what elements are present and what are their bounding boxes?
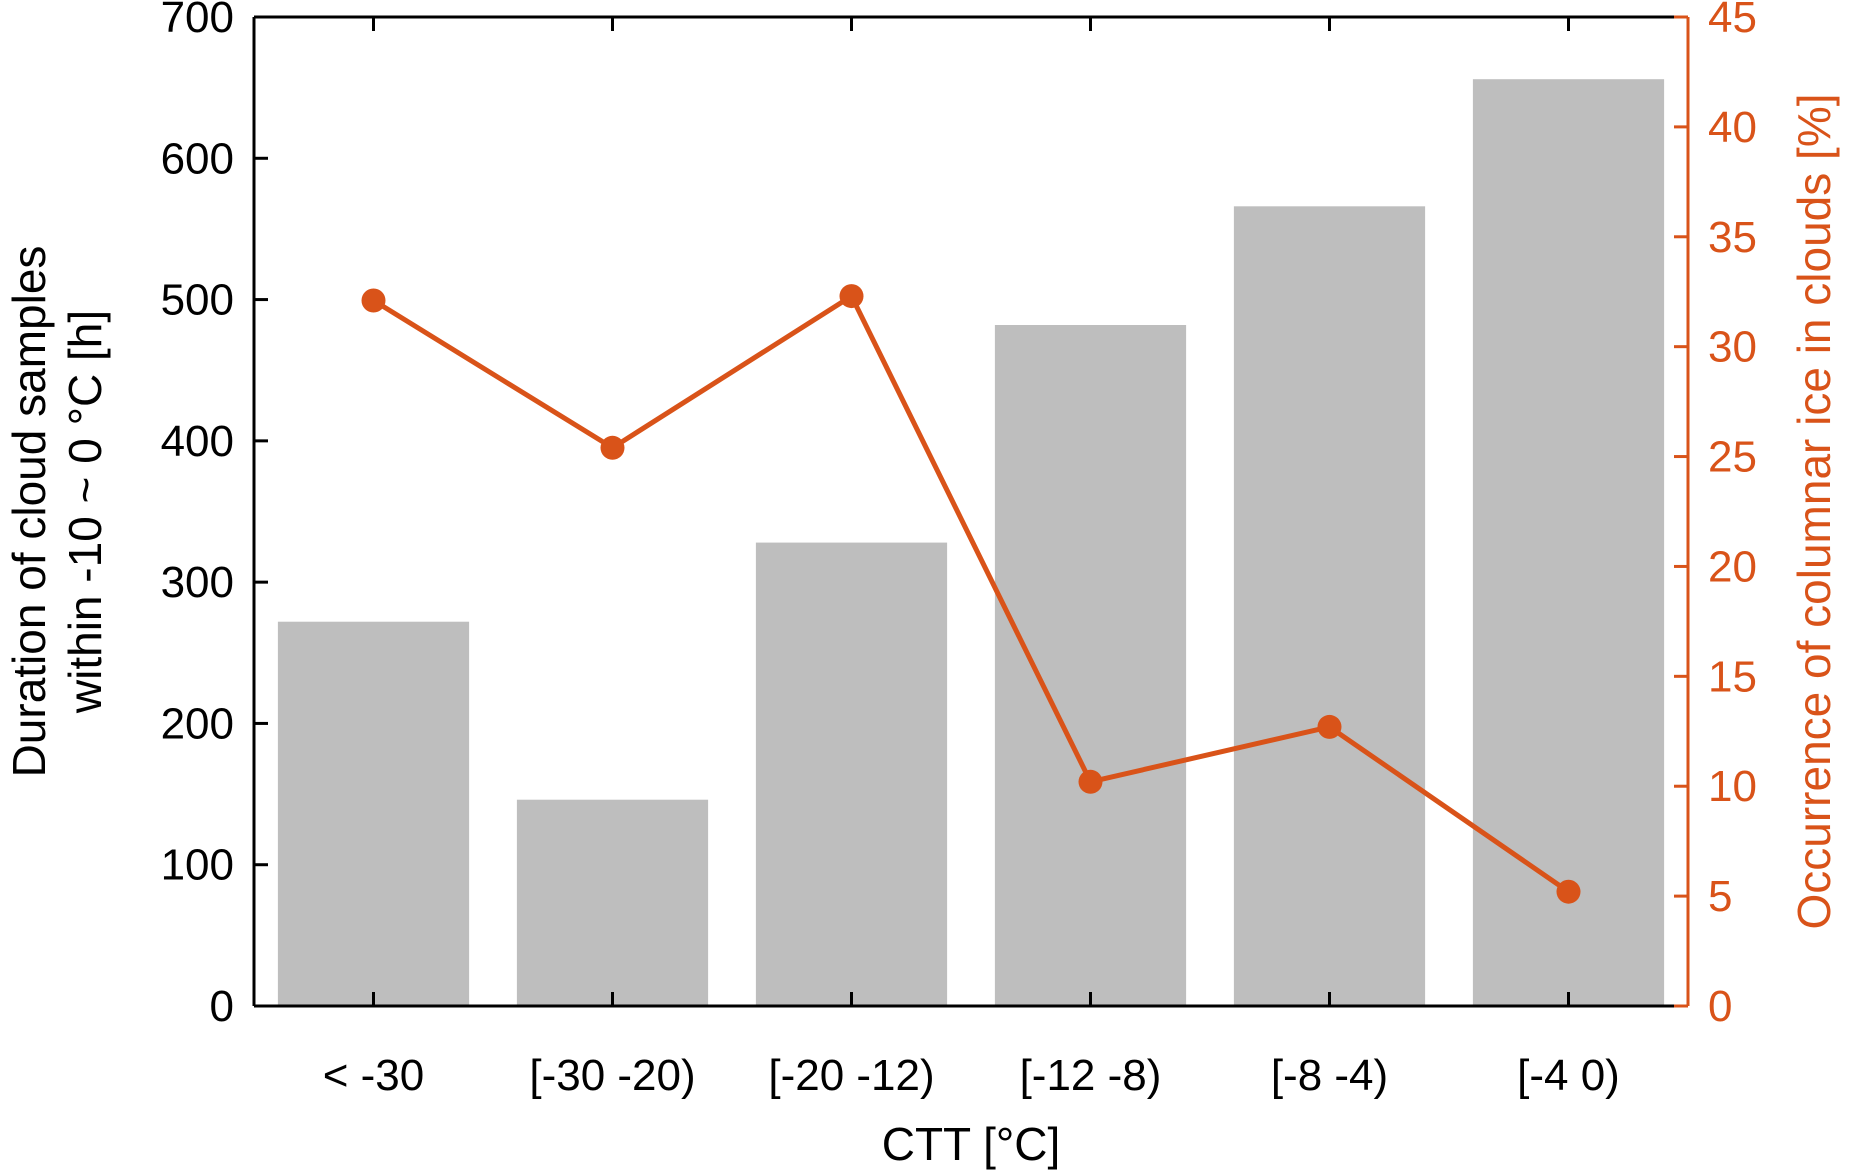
bar-series — [277, 79, 1665, 1007]
y2-tick-label: 30 — [1708, 323, 1757, 372]
x-tick-label: [-4 0) — [1517, 1051, 1620, 1100]
y-tick-label: 0 — [210, 982, 234, 1031]
y2-tick-label: 35 — [1708, 213, 1757, 262]
series-line — [372, 293, 1570, 894]
y-tick-label: 300 — [161, 558, 234, 607]
y2-tick-label: 45 — [1708, 0, 1757, 42]
y-tick-label: 500 — [161, 276, 234, 325]
line-point — [361, 288, 386, 313]
y2-tick-label: 15 — [1708, 652, 1757, 701]
y-axis-title-line: within -10 ~ 0 °C [h] — [59, 310, 111, 714]
axes — [252, 15, 1690, 1008]
y2-tick-label: 20 — [1708, 542, 1757, 591]
y-tick-label: 700 — [161, 0, 234, 42]
y2-tick-label: 5 — [1708, 872, 1732, 921]
bar — [516, 799, 709, 1006]
bar — [994, 325, 1187, 1006]
y-tick-label: 600 — [161, 134, 234, 183]
left-axis-ticks: 0 100 200 300 400 500 600 700 — [161, 0, 268, 1031]
y2-tick-label: 40 — [1708, 103, 1757, 152]
line-point — [839, 284, 864, 309]
bar — [755, 542, 948, 1006]
y2-tick-label: 0 — [1708, 982, 1732, 1031]
bar — [1233, 206, 1426, 1007]
y-tick-label: 100 — [161, 841, 234, 890]
x-tick-label: [-12 -8) — [1020, 1051, 1162, 1100]
y-tick-label: 200 — [161, 699, 234, 748]
bar — [1472, 79, 1665, 1006]
line-point — [600, 435, 625, 460]
y-axis-title: Duration of cloud sampleswithin -10 ~ 0 … — [3, 246, 111, 778]
x-axis-title: CTT [°C] — [882, 1118, 1061, 1170]
line-point — [1556, 879, 1581, 904]
y2-axis-title: Occurrence of columnar ice in clouds [%] — [1788, 93, 1840, 929]
x-tick-label: [-30 -20) — [529, 1051, 695, 1100]
y-axis-title-line: Duration of cloud samples — [3, 246, 55, 778]
x-tick-label: [-8 -4) — [1271, 1051, 1388, 1100]
line-point — [1078, 769, 1103, 794]
right-axis-ticks: 0 5 10 15 20 25 30 35 40 45 — [1674, 0, 1757, 1031]
y2-tick-label: 10 — [1708, 762, 1757, 811]
x-axis-ticks: < -30 [-30 -20) [-20 -12) [-12 -8) [-8 -4) [-… — [323, 17, 1620, 1100]
line-point — [1317, 714, 1342, 739]
x-tick-label: [-20 -12) — [768, 1051, 934, 1100]
y-tick-label: 400 — [161, 417, 234, 466]
y2-tick-label: 25 — [1708, 433, 1757, 482]
bar — [277, 621, 470, 1006]
line-series — [361, 284, 1581, 904]
x-tick-label: < -30 — [323, 1051, 425, 1100]
